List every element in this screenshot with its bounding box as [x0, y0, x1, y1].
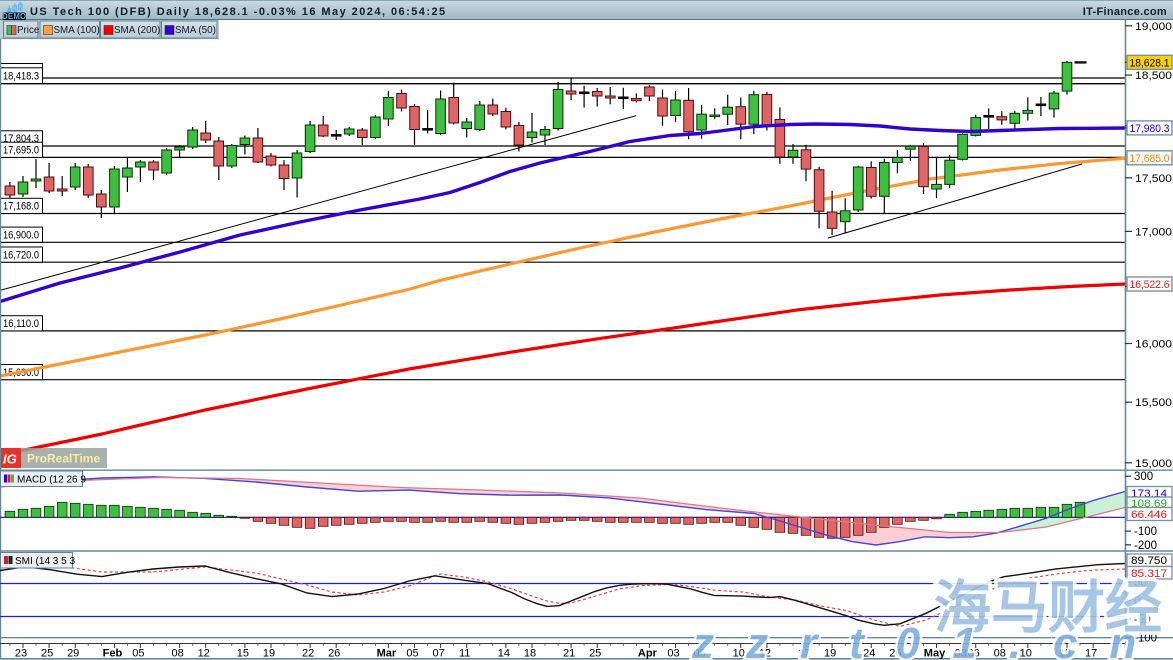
svg-text:海马财经: 海马财经	[934, 576, 1162, 640]
svg-text:25: 25	[41, 648, 53, 660]
svg-text:17,685.0: 17,685.0	[1130, 153, 1170, 165]
svg-text:SMA (50): SMA (50)	[175, 25, 216, 36]
svg-text:08: 08	[994, 648, 1006, 660]
svg-text:15,000: 15,000	[1135, 458, 1172, 470]
svg-text:29: 29	[67, 648, 79, 660]
svg-text:07: 07	[432, 648, 444, 660]
svg-text:17,695.0: 17,695.0	[3, 145, 39, 157]
svg-text:Price: Price	[17, 25, 40, 36]
svg-text:05: 05	[693, 648, 705, 660]
svg-text:16,000: 16,000	[1135, 339, 1172, 351]
svg-text:Feb: Feb	[103, 648, 123, 660]
svg-text:-100: -100	[1134, 633, 1157, 645]
svg-text:12: 12	[198, 648, 210, 660]
svg-text:18,628.1: 18,628.1	[1130, 58, 1170, 70]
svg-text:zzrt01.cn: zzrt01.cn	[691, 619, 1168, 660]
svg-text:300: 300	[1134, 471, 1153, 483]
svg-text:0: 0	[1134, 596, 1140, 608]
svg-text:16,720.0: 16,720.0	[3, 249, 39, 261]
svg-text:16,110.0: 16,110.0	[3, 318, 39, 330]
svg-text:21: 21	[563, 648, 575, 660]
svg-text:26: 26	[328, 648, 340, 660]
svg-text:08: 08	[171, 648, 183, 660]
svg-text:Apr: Apr	[638, 648, 658, 660]
svg-text:17: 17	[1085, 648, 1097, 660]
svg-text:15: 15	[1059, 648, 1071, 660]
svg-text:22: 22	[302, 648, 314, 660]
svg-text:85.317: 85.317	[1131, 568, 1167, 580]
svg-text:IG: IG	[3, 452, 17, 467]
svg-text:ProRealTime: ProRealTime	[27, 452, 100, 466]
svg-text:03: 03	[954, 648, 966, 660]
svg-text:10: 10	[733, 648, 745, 660]
svg-text:IT-Finance.com: IT-Finance.com	[1083, 6, 1167, 18]
svg-text:-100: -100	[1134, 526, 1157, 538]
svg-text:89.750: 89.750	[1131, 555, 1167, 567]
svg-text:66.446: 66.446	[1131, 509, 1167, 521]
svg-text:24: 24	[863, 648, 875, 660]
svg-text:03: 03	[667, 648, 679, 660]
svg-text:SMA (200): SMA (200)	[114, 25, 160, 36]
svg-text:17,168.0: 17,168.0	[3, 201, 39, 213]
svg-text:SMA (100): SMA (100)	[54, 25, 100, 36]
svg-text:19,000: 19,000	[1135, 21, 1172, 33]
svg-text:DEMO: DEMO	[2, 12, 26, 21]
svg-text:14: 14	[498, 648, 510, 660]
svg-text:19: 19	[824, 648, 836, 660]
svg-text:05: 05	[132, 648, 144, 660]
svg-text:SMI (14 3 5 3: SMI (14 3 5 3	[15, 556, 75, 567]
svg-text:23: 23	[15, 648, 27, 660]
svg-text:25: 25	[589, 648, 601, 660]
svg-text:18,500: 18,500	[1135, 70, 1172, 82]
svg-text:US Tech 100 (DFB) Daily 18,628: US Tech 100 (DFB) Daily 18,628.1 -0.03% …	[30, 6, 447, 18]
svg-text:Mar: Mar	[377, 648, 397, 660]
svg-text:06: 06	[968, 648, 980, 660]
svg-text:17: 17	[798, 648, 810, 660]
svg-text:17,980.3: 17,980.3	[1130, 123, 1170, 135]
svg-text:16,522.6: 16,522.6	[1130, 279, 1170, 291]
svg-text:11: 11	[459, 648, 470, 660]
svg-text:-50: -50	[1134, 614, 1151, 626]
svg-text:-200: -200	[1134, 540, 1157, 552]
svg-text:18,418.3: 18,418.3	[3, 71, 39, 83]
svg-text:19: 19	[263, 648, 275, 660]
svg-text:17,000: 17,000	[1135, 226, 1172, 238]
svg-text:May: May	[924, 648, 946, 660]
svg-text:50: 50	[1134, 577, 1147, 589]
svg-text:26: 26	[889, 648, 901, 660]
svg-text:18: 18	[524, 648, 536, 660]
svg-text:16,900.0: 16,900.0	[3, 230, 39, 242]
svg-text:MACD (12 26 9: MACD (12 26 9	[17, 475, 86, 486]
svg-text:05: 05	[406, 648, 418, 660]
svg-text:17,500: 17,500	[1135, 173, 1172, 185]
svg-text:15,500: 15,500	[1135, 397, 1172, 409]
svg-text:15: 15	[237, 648, 249, 660]
svg-text:12: 12	[759, 648, 771, 660]
svg-text:10: 10	[1020, 648, 1032, 660]
